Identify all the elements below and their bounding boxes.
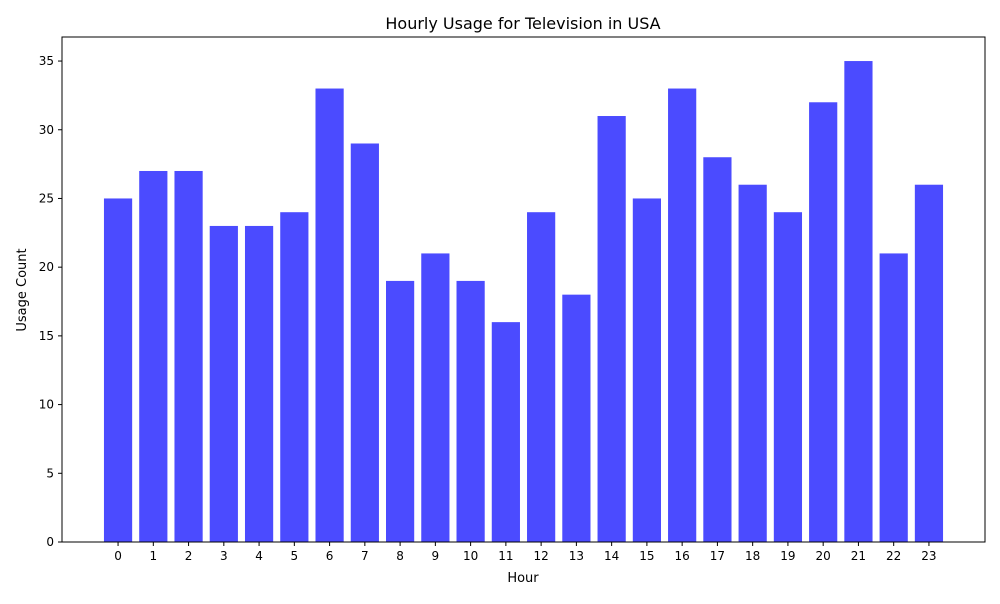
- bar-hour-1: [139, 170, 168, 542]
- bar-hour-5: [280, 212, 309, 542]
- y-tick-label: 5: [46, 466, 54, 480]
- bar-hour-22: [879, 253, 908, 542]
- y-axis-ticks: 0 5 10 15 20 25 30 35: [39, 54, 62, 549]
- bar-hour-10: [456, 280, 485, 542]
- bar-hour-14: [597, 116, 626, 542]
- bar-hour-7: [350, 143, 379, 543]
- bar-hour-8: [386, 280, 415, 542]
- y-tick-label: 25: [39, 191, 54, 205]
- x-tick-label: 3: [220, 549, 228, 563]
- x-tick-label: 2: [185, 549, 193, 563]
- bar-hour-16: [668, 88, 697, 542]
- bars-layer: [103, 61, 944, 543]
- y-axis-label: Usage Count: [15, 248, 30, 331]
- x-tick-label: 16: [675, 549, 690, 563]
- x-tick-label: 5: [291, 549, 299, 563]
- bar-hour-4: [244, 225, 274, 543]
- y-tick-label: 30: [39, 123, 54, 137]
- x-axis-label: Hour: [507, 571, 539, 586]
- x-tick-label: 6: [326, 549, 334, 563]
- x-tick-label: 22: [886, 549, 901, 563]
- y-tick-label: 10: [39, 398, 54, 412]
- bar-hour-2: [174, 170, 203, 542]
- bar-hour-9: [421, 253, 450, 542]
- x-tick-label: 20: [816, 549, 831, 563]
- bar-hour-17: [703, 157, 732, 542]
- x-tick-label: 0: [114, 549, 122, 563]
- y-tick-label: 0: [46, 535, 54, 549]
- chart-title: Hourly Usage for Television in USA: [385, 14, 660, 33]
- x-tick-label: 8: [396, 549, 404, 563]
- x-tick-label: 13: [569, 549, 584, 563]
- x-tick-label: 7: [361, 549, 369, 563]
- bar-hour-12: [527, 212, 556, 542]
- x-tick-label: 1: [149, 549, 157, 563]
- bar-hour-11: [491, 322, 520, 542]
- x-tick-label: 15: [639, 549, 654, 563]
- x-tick-label: 14: [604, 549, 619, 563]
- x-tick-label: 18: [745, 549, 760, 563]
- y-tick-label: 20: [39, 260, 54, 274]
- x-tick-label: 11: [498, 549, 513, 563]
- bar-hour-19: [773, 212, 803, 542]
- bar-hour-6: [315, 88, 344, 542]
- bar-hour-0: [103, 198, 133, 542]
- x-tick-label: 23: [921, 549, 936, 563]
- x-tick-label: 12: [533, 549, 548, 563]
- x-axis-ticks: 0 1 2 3 4 5 6 7 8 9 10 11 12 13 14 15 16 17 18 19 20 21 22 23: [114, 542, 937, 563]
- bar-hour-13: [562, 294, 591, 542]
- bar-hour-21: [844, 61, 873, 543]
- y-tick-label: 35: [39, 54, 54, 68]
- bar-hour-15: [632, 198, 661, 542]
- y-tick-label: 15: [39, 329, 54, 343]
- x-tick-label: 17: [710, 549, 725, 563]
- x-tick-label: 21: [851, 549, 866, 563]
- bar-hour-3: [209, 225, 238, 543]
- bar-hour-20: [809, 102, 838, 543]
- x-tick-label: 10: [463, 549, 478, 563]
- x-tick-label: 4: [255, 549, 263, 563]
- plot-frame: [61, 36, 986, 543]
- x-tick-label: 19: [780, 549, 795, 563]
- bar-hour-23: [914, 184, 944, 543]
- bar-hour-18: [738, 184, 767, 543]
- x-tick-label: 9: [432, 549, 440, 563]
